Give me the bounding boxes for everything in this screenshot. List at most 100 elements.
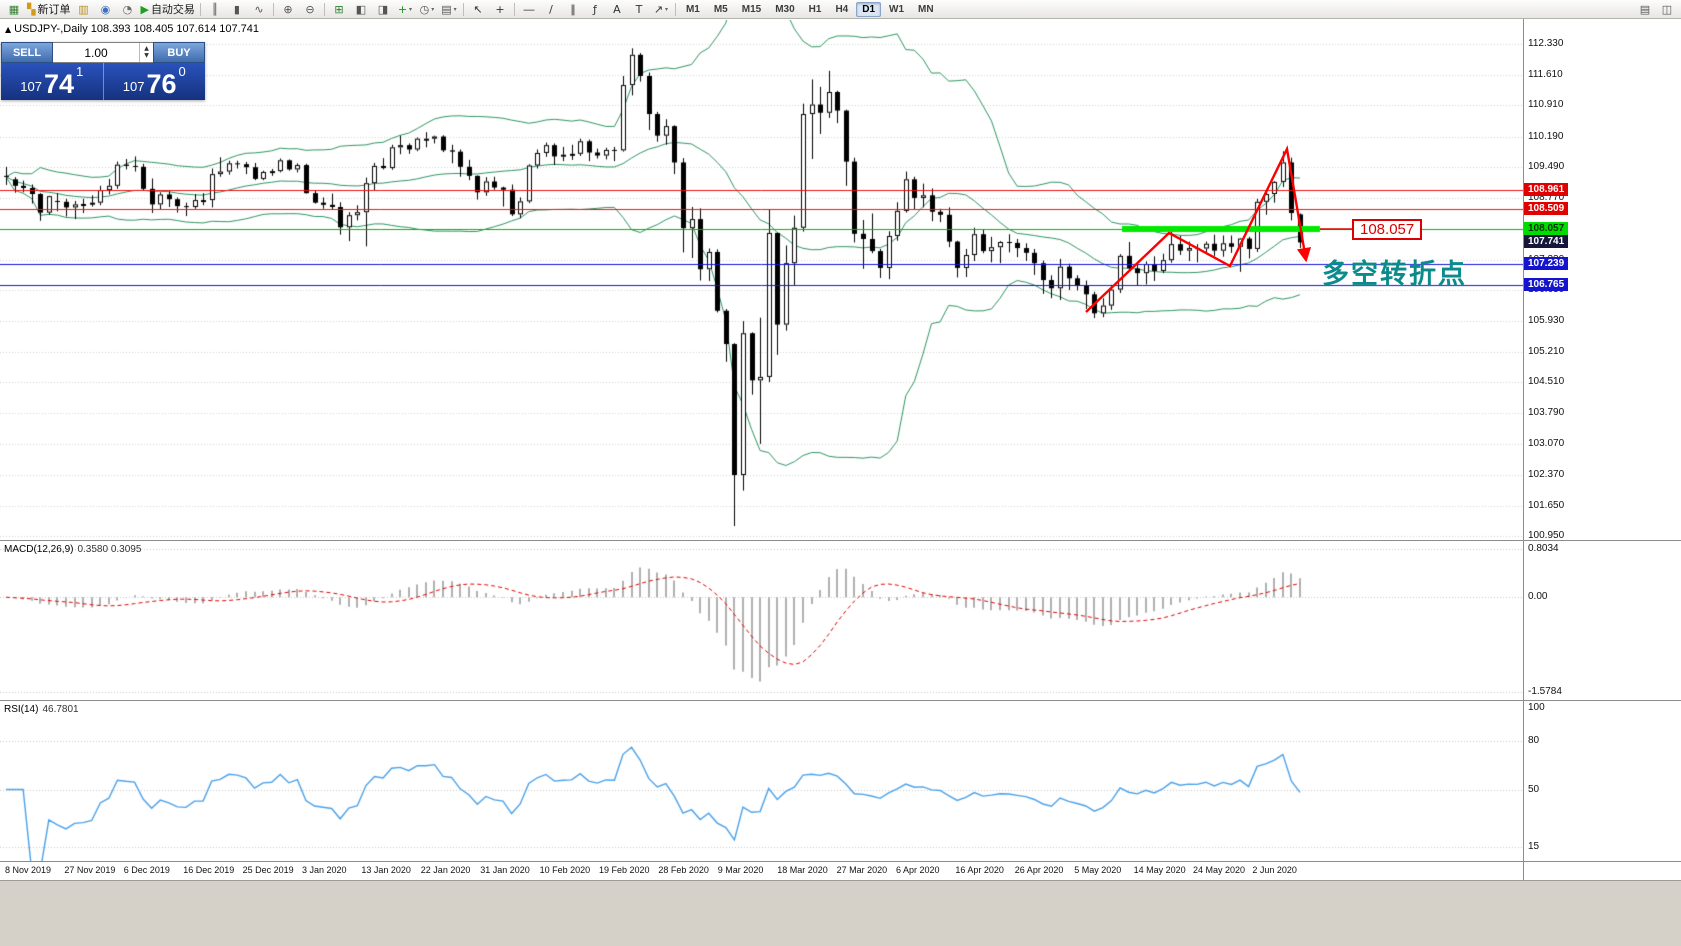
buy-price-prefix: 107 — [122, 79, 145, 94]
profiles-button[interactable]: ▥ — [72, 1, 94, 17]
timeframe-d1-button[interactable]: D1 — [856, 1, 882, 17]
preview-button[interactable]: ◫ — [1656, 1, 1678, 17]
zoom-out-button[interactable]: ⊖ — [299, 1, 321, 17]
date-label: 3 Jan 2020 — [302, 865, 347, 875]
bar-chart-button[interactable]: ║ — [204, 1, 226, 17]
axis-label: 108.770 — [1528, 191, 1565, 203]
print-button[interactable]: ▤ — [1634, 1, 1656, 17]
crosshair-button[interactable]: + — [489, 1, 511, 17]
arrows-button[interactable]: ↗ ▾ — [650, 1, 672, 17]
line-chart-button[interactable]: ∿ — [248, 1, 270, 17]
channel-button[interactable]: ∥ — [562, 1, 584, 17]
text-button[interactable]: A — [606, 1, 628, 17]
rsi-panel-canvas[interactable] — [0, 701, 1523, 861]
horizontal-line-button[interactable]: ― — [518, 1, 540, 17]
buy-price[interactable]: 107 76 0 — [102, 63, 206, 100]
macd-panel-canvas[interactable] — [0, 541, 1523, 700]
date-label: 28 Feb 2020 — [658, 865, 709, 875]
periods-button[interactable]: ◷ ▾ — [416, 1, 438, 17]
candlestick-chart-button[interactable]: ▮ — [226, 1, 248, 17]
timeframe-h1-button[interactable]: H1 — [808, 3, 822, 15]
toolbar-separator — [513, 2, 515, 16]
axis-label: 110.910 — [1528, 99, 1564, 111]
chevron-down-icon[interactable]: ▾ — [453, 5, 457, 13]
panel-separator[interactable] — [0, 861, 1681, 862]
cursor-button[interactable]: ↖ — [467, 1, 489, 17]
buy-button[interactable]: BUY — [153, 42, 205, 63]
new-order-icon: ▚ — [27, 2, 36, 16]
channel-icon: ∥ — [570, 2, 576, 16]
indicators-icon: + — [397, 2, 408, 16]
timeframe-m30-button[interactable]: M30 — [775, 3, 795, 15]
zoom-in-button[interactable]: ⊕ — [277, 1, 299, 17]
date-label: 14 May 2020 — [1133, 865, 1186, 875]
time-axis[interactable]: 8 Nov 2019 27 Nov 2019 6 Dec 2019 16 Dec 20… — [0, 862, 1523, 880]
axis-label: 112.330 — [1528, 38, 1564, 49]
fibonacci-button[interactable]: ƒ — [584, 1, 606, 17]
date-label: 5 May 2020 — [1074, 865, 1122, 875]
axis-label: 0.00 — [1528, 591, 1548, 603]
chevron-down-icon[interactable]: ▾ — [665, 5, 669, 13]
date-label: 10 Feb 2020 — [539, 865, 591, 875]
price-axis[interactable]: 112.330 111.610 110.910 110.190 109.490 108.7… — [1523, 19, 1681, 880]
autotrading-button-label: 自动交易 — [150, 4, 195, 16]
macd-label: MACD(12,26,9) 0.3580 0.3095 — [4, 544, 141, 555]
timeframe-mn-button[interactable]: MN — [918, 3, 934, 15]
preview-icon: ◫ — [1661, 2, 1673, 16]
date-label: 26 Apr 2020 — [1014, 865, 1064, 875]
volume-field[interactable]: 1.00 ▲ ▼ — [53, 42, 153, 63]
arrange-windows-icon: ◨ — [377, 2, 389, 16]
new-chart-button[interactable]: ▦ — [3, 1, 25, 17]
toolbar-separator — [462, 2, 464, 16]
indicators-button[interactable]: + ▾ — [394, 1, 416, 17]
market-watch-icon: ◉ — [100, 2, 111, 16]
date-label: 8 Nov 2019 — [5, 865, 52, 875]
collapse-triangle-icon[interactable]: ▲ — [5, 25, 12, 34]
macd-name: MACD(12,26,9) — [4, 544, 74, 555]
rsi-value: 46.7801 — [42, 704, 79, 715]
label-button[interactable]: T — [628, 1, 650, 17]
date-label: 2 Jun 2020 — [1252, 865, 1297, 875]
price-badge: 108.509 — [1524, 202, 1569, 216]
date-label: 16 Apr 2020 — [955, 865, 1004, 875]
volume-value[interactable]: 1.00 — [84, 45, 108, 60]
arrange-windows-button[interactable]: ◨ — [372, 1, 394, 17]
timeframe-m5-button[interactable]: M5 — [713, 3, 728, 15]
spinner-down-icon[interactable]: ▼ — [144, 51, 149, 59]
timeframe-w1-button[interactable]: W1 — [889, 3, 905, 15]
panel-separator[interactable] — [0, 700, 1681, 701]
buy-price-big: 76 — [146, 69, 177, 100]
new-order-button[interactable]: ▚ 新订单 — [25, 1, 72, 17]
chevron-down-icon[interactable]: ▾ — [409, 5, 413, 13]
navigator-button[interactable]: ◔ — [116, 1, 138, 17]
tile-windows-button[interactable]: ⊞ — [328, 1, 350, 17]
price-badge: 106.765 — [1524, 277, 1569, 291]
autotrading-button[interactable]: ▶ 自动交易 — [138, 1, 196, 17]
text-icon: A — [613, 2, 621, 16]
crosshair-icon: + — [495, 2, 505, 16]
price-flag-label[interactable]: 108.057 — [1352, 219, 1423, 240]
date-label: 27 Mar 2020 — [836, 865, 888, 875]
sell-price[interactable]: 107 74 1 — [1, 63, 103, 100]
templates-button[interactable]: ▤ ▾ — [438, 1, 460, 17]
date-label: 24 May 2020 — [1193, 865, 1246, 875]
panel-separator[interactable] — [0, 540, 1681, 541]
timeframe-m15-button[interactable]: M15 — [741, 3, 762, 15]
spinner-up-icon[interactable]: ▲ — [144, 44, 149, 52]
volume-spinner[interactable]: ▲ ▼ — [139, 43, 153, 62]
axis-label: 103.070 — [1528, 438, 1565, 450]
new-order-button-label: 新订单 — [37, 4, 71, 16]
trendline-button[interactable]: / — [540, 1, 562, 17]
chevron-down-icon[interactable]: ▾ — [431, 5, 435, 13]
timeframe-m1-button[interactable]: M1 — [685, 3, 700, 15]
price-badge: 108.057 — [1524, 221, 1569, 235]
print-icon: ▤ — [1639, 2, 1651, 16]
timeframe-h4-button[interactable]: H4 — [835, 3, 849, 15]
sell-button[interactable]: SELL — [1, 42, 53, 63]
cascade-windows-button[interactable]: ◧ — [350, 1, 372, 17]
market-watch-button[interactable]: ◉ — [94, 1, 116, 17]
date-label: 25 Dec 2019 — [242, 865, 294, 875]
axis-label: 111.610 — [1528, 69, 1563, 81]
main-chart-canvas[interactable] — [0, 20, 1523, 540]
